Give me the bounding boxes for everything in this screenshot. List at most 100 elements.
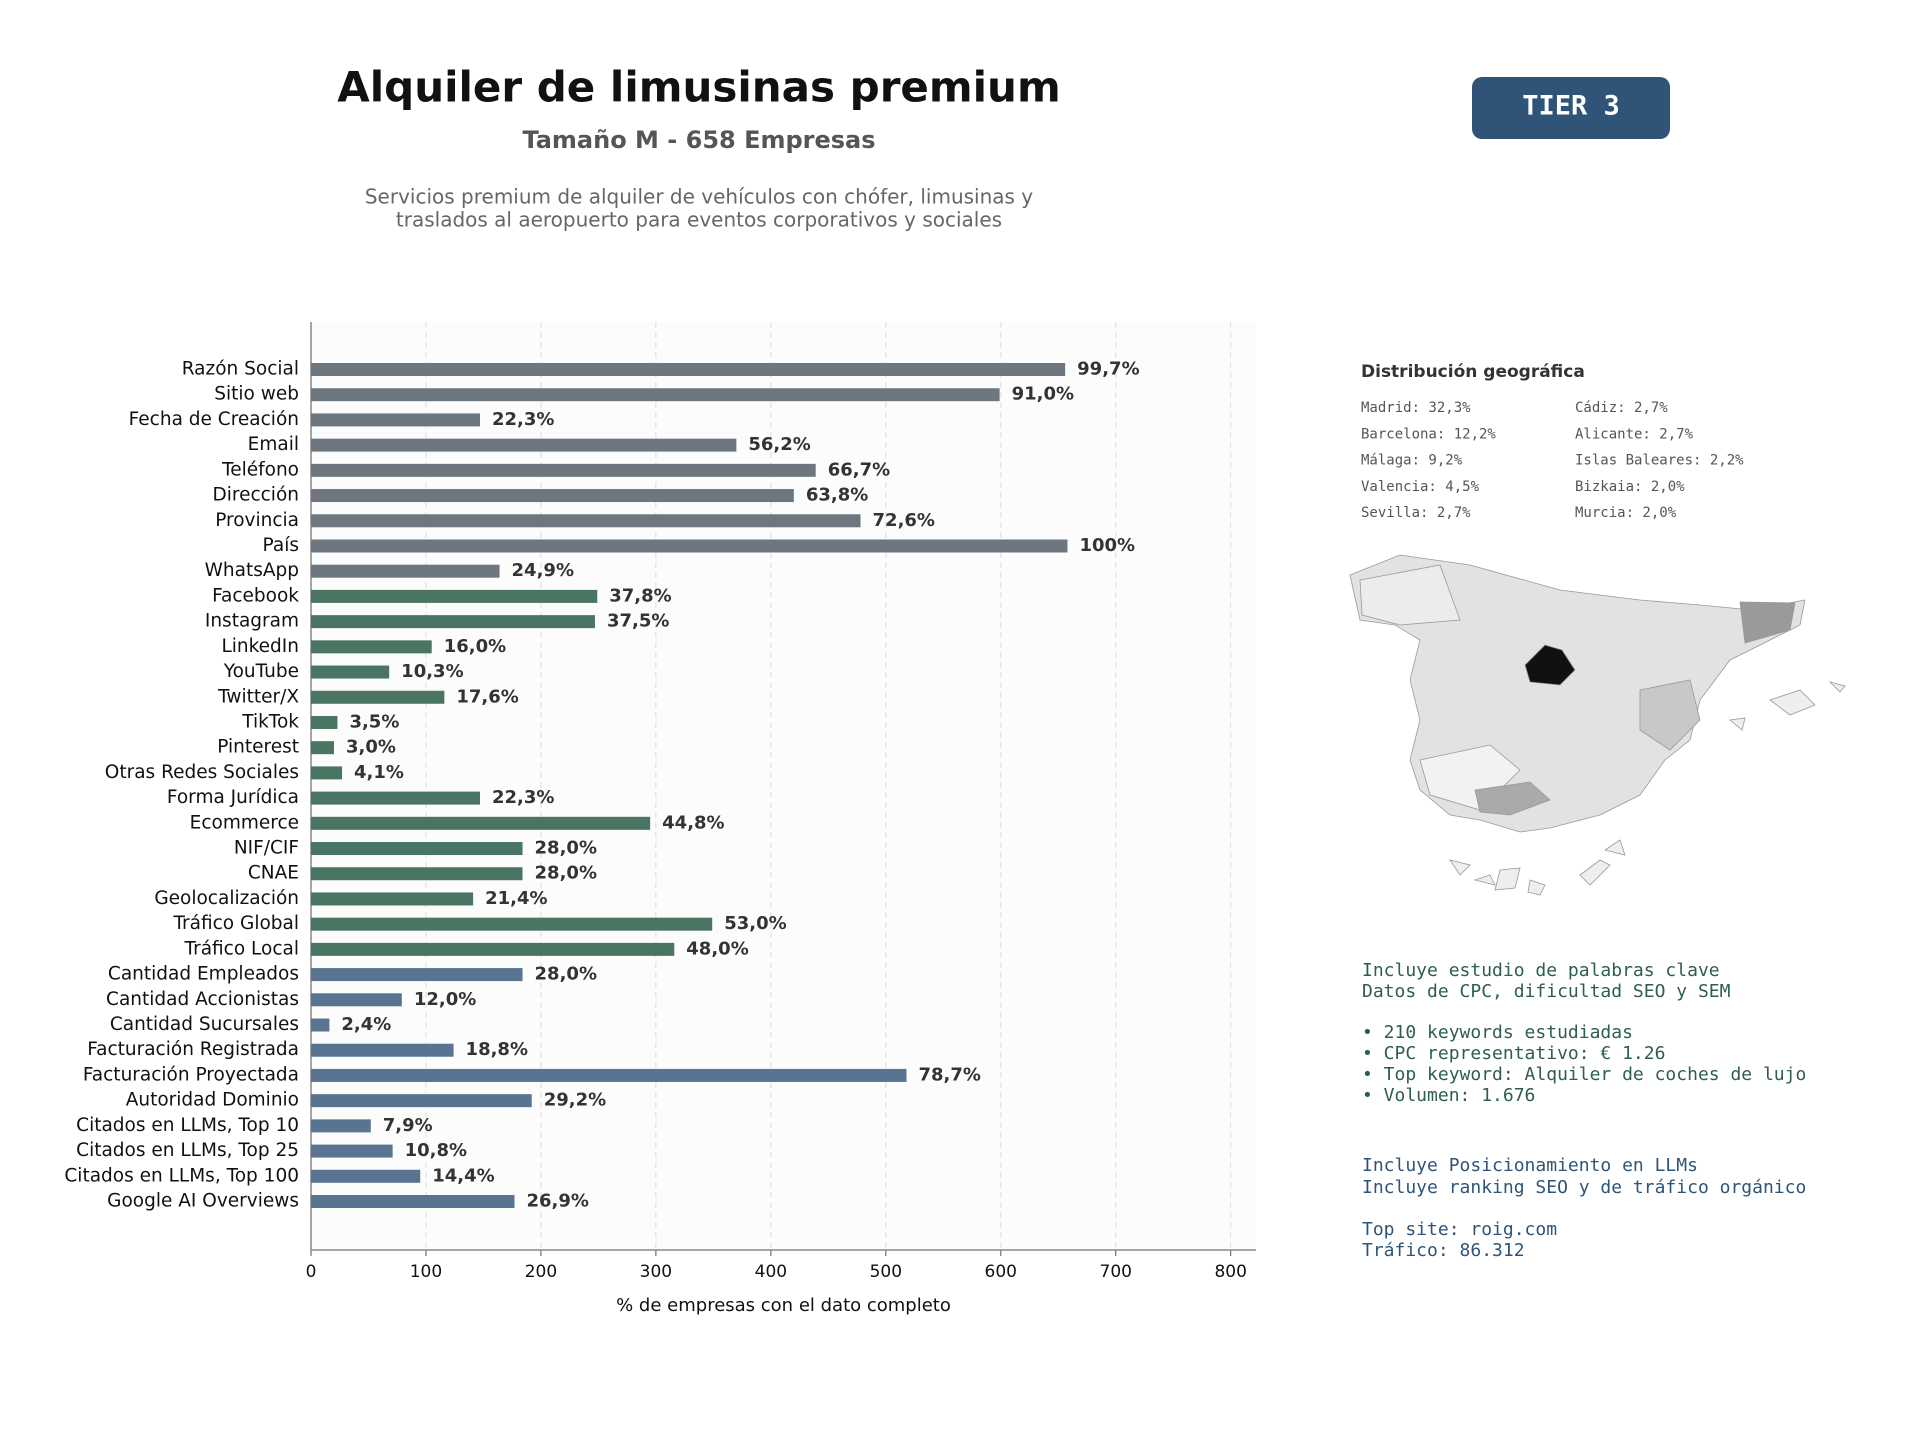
y-tick-label: TikTok — [241, 711, 299, 732]
map-malaga — [1474, 781, 1551, 816]
value-label: 17,6% — [456, 686, 518, 707]
value-label: 12,0% — [414, 989, 476, 1010]
value-label: 14,4% — [432, 1165, 494, 1186]
bar — [311, 690, 445, 704]
y-tick-label: Sitio web — [214, 384, 299, 405]
value-label: 56,2% — [748, 434, 810, 455]
geo-item: Bizkaia: 2,0% — [1575, 479, 1685, 495]
value-label: 91,0% — [1012, 384, 1074, 405]
map-canarias — [1449, 839, 1626, 896]
value-label: 78,7% — [919, 1064, 981, 1085]
y-tick-label: Citados en LLMs, Top 100 — [64, 1165, 299, 1186]
value-label: 4,1% — [354, 762, 404, 783]
bar — [311, 968, 523, 982]
y-tick-label: Facturación Proyectada — [83, 1064, 299, 1085]
bar — [311, 1195, 515, 1208]
geo-item: Sevilla: 2,7% — [1361, 505, 1471, 521]
extra-line: Top site: roig.com — [1362, 1219, 1557, 1240]
keyword-line: Datos de CPC, dificultad SEO y SEM — [1362, 981, 1731, 1002]
bar — [311, 741, 334, 755]
bar — [311, 1018, 330, 1032]
bar — [311, 1068, 907, 1082]
bar — [311, 1043, 454, 1057]
subtitle: Tamaño M - 658 Empresas — [522, 126, 875, 154]
x-tick-label: 400 — [755, 1262, 787, 1282]
plot-area — [311, 322, 1256, 1250]
value-label: 22,3% — [492, 409, 554, 430]
bar — [311, 463, 816, 477]
bar — [311, 842, 523, 856]
value-label: 48,0% — [686, 938, 748, 959]
bar — [311, 564, 500, 578]
value-label: 28,0% — [535, 964, 597, 985]
y-tick-label: Email — [248, 434, 299, 455]
y-tick-label: País — [263, 535, 299, 556]
value-label: 99,7% — [1077, 359, 1139, 380]
x-tick-label: 500 — [870, 1262, 902, 1282]
badge-text: TIER 3 — [1522, 91, 1620, 122]
keyword-line: • Top keyword: Alquiler de coches de luj… — [1362, 1064, 1806, 1085]
y-tick-label: Facturación Registrada — [87, 1039, 299, 1060]
badge — [1472, 77, 1670, 139]
y-tick-label: Cantidad Accionistas — [106, 989, 299, 1010]
keyword-line: Incluye estudio de palabras clave — [1362, 960, 1720, 981]
bar — [311, 388, 1000, 402]
geo-item: Cádiz: 2,7% — [1575, 400, 1668, 416]
bar — [311, 993, 402, 1007]
y-tick-label: Ecommerce — [190, 812, 299, 833]
bar — [311, 892, 474, 906]
map-barcelona — [1739, 601, 1796, 644]
bar — [311, 791, 480, 805]
x-tick-label: 800 — [1214, 1262, 1246, 1282]
geo-item: Málaga: 9,2% — [1361, 453, 1463, 469]
x-tick-label: 700 — [1100, 1262, 1132, 1282]
y-tick-label: Autoridad Dominio — [126, 1090, 299, 1111]
geo-item: Islas Baleares: 2,2% — [1575, 453, 1744, 469]
bar — [311, 589, 598, 603]
bar — [311, 816, 651, 830]
y-tick-label: Tráfico Local — [184, 938, 300, 959]
y-tick-label: LinkedIn — [221, 636, 299, 657]
y-tick-label: Teléfono — [221, 459, 299, 480]
extra-line: Tráfico: 86.312 — [1362, 1240, 1525, 1261]
keyword-line: • Volumen: 1.676 — [1362, 1085, 1535, 1106]
y-tick-label: Tráfico Global — [172, 913, 299, 934]
value-label: 28,0% — [535, 838, 597, 859]
value-label: 100% — [1079, 535, 1135, 556]
bar — [311, 1169, 421, 1183]
y-tick-label: Geolocalización — [154, 888, 299, 909]
y-tick-label: Citados en LLMs, Top 25 — [76, 1140, 299, 1161]
y-tick-label: Twitter/X — [217, 686, 299, 707]
value-label: 10,3% — [401, 661, 463, 682]
map-region — [1359, 564, 1461, 626]
y-tick-label: Cantidad Empleados — [108, 964, 299, 985]
y-tick-label: Pinterest — [217, 737, 299, 758]
bar — [311, 489, 794, 503]
bar — [311, 1119, 371, 1133]
keyword-line: • 210 keywords estudiadas — [1362, 1022, 1633, 1043]
map-valencia — [1639, 679, 1701, 751]
y-tick-label: Provincia — [215, 510, 299, 531]
extra-line: Incluye Posicionamiento en LLMs — [1362, 1155, 1698, 1176]
geo-title: Distribución geográfica — [1361, 362, 1585, 382]
title: Alquiler de limusinas premium — [337, 63, 1060, 112]
y-tick-label: Fecha de Creación — [129, 409, 299, 430]
y-tick-label: Razón Social — [182, 359, 299, 380]
value-label: 24,9% — [512, 560, 574, 581]
geo-item: Barcelona: 12,2% — [1361, 426, 1496, 442]
value-label: 18,8% — [466, 1039, 528, 1060]
y-tick-label: Facebook — [212, 585, 299, 606]
value-label: 16,0% — [444, 636, 506, 657]
bar — [311, 413, 480, 427]
y-tick-label: Dirección — [213, 485, 300, 506]
geo-item: Valencia: 4,5% — [1361, 479, 1480, 495]
value-label: 44,8% — [662, 812, 724, 833]
value-label: 66,7% — [828, 459, 890, 480]
y-tick-label: Citados en LLMs, Top 10 — [76, 1115, 299, 1136]
bar — [311, 715, 338, 729]
value-label: 29,2% — [544, 1090, 606, 1111]
y-tick-label: Instagram — [205, 611, 299, 632]
description: Servicios premium de alquiler de vehícul… — [365, 185, 1033, 209]
value-label: 2,4% — [341, 1014, 391, 1035]
